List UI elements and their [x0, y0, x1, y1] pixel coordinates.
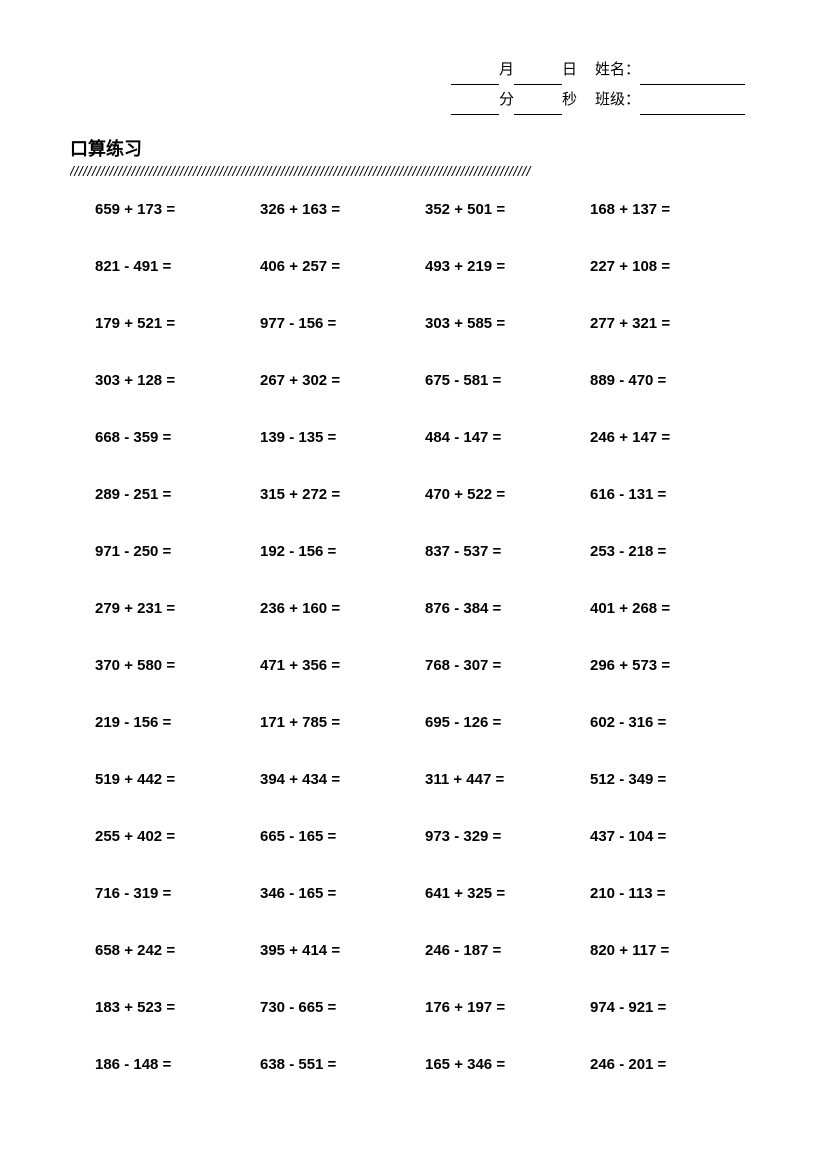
header-line-2: 分 秒 班级： — [70, 85, 745, 115]
problem-row: 186 - 148 =638 - 551 =165 + 346 =246 - 2… — [95, 1056, 755, 1073]
month-label: 月 — [499, 61, 514, 78]
problem-cell: 192 - 156 = — [260, 543, 425, 560]
problem-cell: 730 - 665 = — [260, 999, 425, 1016]
problem-cell: 210 - 113 = — [590, 885, 755, 902]
problem-cell: 641 + 325 = — [425, 885, 590, 902]
problem-row: 659 + 173 =326 + 163 =352 + 501 =168 + 1… — [95, 201, 755, 218]
problem-cell: 346 - 165 = — [260, 885, 425, 902]
problem-cell: 168 + 137 = — [590, 201, 755, 218]
problem-row: 971 - 250 =192 - 156 =837 - 537 =253 - 2… — [95, 543, 755, 560]
problem-cell: 519 + 442 = — [95, 771, 260, 788]
problem-cell: 675 - 581 = — [425, 372, 590, 389]
day-label: 日 — [562, 61, 577, 78]
problem-cell: 179 + 521 = — [95, 315, 260, 332]
problem-cell: 165 + 346 = — [425, 1056, 590, 1073]
problem-cell: 219 - 156 = — [95, 714, 260, 731]
problem-row: 219 - 156 =171 + 785 =695 - 126 =602 - 3… — [95, 714, 755, 731]
problem-cell: 296 + 573 = — [590, 657, 755, 674]
header-line-1: 月 日 姓名： — [70, 55, 745, 85]
problem-row: 183 + 523 =730 - 665 =176 + 197 =974 - 9… — [95, 999, 755, 1016]
problem-cell: 768 - 307 = — [425, 657, 590, 674]
problem-cell: 821 - 491 = — [95, 258, 260, 275]
problem-cell: 394 + 434 = — [260, 771, 425, 788]
problem-cell: 406 + 257 = — [260, 258, 425, 275]
problem-cell: 246 - 187 = — [425, 942, 590, 959]
problem-cell: 493 + 219 = — [425, 258, 590, 275]
problem-cell: 246 + 147 = — [590, 429, 755, 446]
problem-row: 668 - 359 =139 - 135 =484 - 147 =246 + 1… — [95, 429, 755, 446]
problem-cell: 171 + 785 = — [260, 714, 425, 731]
day-blank[interactable] — [514, 67, 562, 85]
problem-cell: 659 + 173 = — [95, 201, 260, 218]
name-blank[interactable] — [640, 67, 745, 85]
problem-cell: 395 + 414 = — [260, 942, 425, 959]
minute-blank[interactable] — [451, 97, 499, 115]
problem-cell: 255 + 402 = — [95, 828, 260, 845]
problem-row: 716 - 319 =346 - 165 =641 + 325 =210 - 1… — [95, 885, 755, 902]
class-blank[interactable] — [640, 97, 745, 115]
problem-cell: 512 - 349 = — [590, 771, 755, 788]
problem-cell: 484 - 147 = — [425, 429, 590, 446]
problem-cell: 889 - 470 = — [590, 372, 755, 389]
problem-cell: 973 - 329 = — [425, 828, 590, 845]
problem-row: 821 - 491 =406 + 257 =493 + 219 =227 + 1… — [95, 258, 755, 275]
problem-cell: 977 - 156 = — [260, 315, 425, 332]
problem-cell: 315 + 272 = — [260, 486, 425, 503]
problem-row: 519 + 442 =394 + 434 =311 + 447 =512 - 3… — [95, 771, 755, 788]
problem-cell: 183 + 523 = — [95, 999, 260, 1016]
problem-cell: 974 - 921 = — [590, 999, 755, 1016]
minute-label: 分 — [499, 91, 514, 108]
problem-cell: 277 + 321 = — [590, 315, 755, 332]
problem-cell: 370 + 580 = — [95, 657, 260, 674]
problem-cell: 437 - 104 = — [590, 828, 755, 845]
problem-cell: 279 + 231 = — [95, 600, 260, 617]
header-info: 月 日 姓名： 分 秒 班级： — [70, 55, 755, 115]
problem-cell: 820 + 117 = — [590, 942, 755, 959]
problem-cell: 352 + 501 = — [425, 201, 590, 218]
problem-cell: 246 - 201 = — [590, 1056, 755, 1073]
class-label: 班级： — [595, 91, 640, 108]
worksheet-title: 口算练习 — [70, 135, 755, 161]
problem-cell: 837 - 537 = — [425, 543, 590, 560]
problem-cell: 303 + 585 = — [425, 315, 590, 332]
problem-cell: 971 - 250 = — [95, 543, 260, 560]
problem-cell: 139 - 135 = — [260, 429, 425, 446]
problem-cell: 876 - 384 = — [425, 600, 590, 617]
problem-cell: 289 - 251 = — [95, 486, 260, 503]
problem-cell: 602 - 316 = — [590, 714, 755, 731]
problem-row: 179 + 521 =977 - 156 =303 + 585 =277 + 3… — [95, 315, 755, 332]
second-label: 秒 — [562, 91, 577, 108]
problem-cell: 616 - 131 = — [590, 486, 755, 503]
problem-cell: 658 + 242 = — [95, 942, 260, 959]
problem-row: 289 - 251 =315 + 272 =470 + 522 =616 - 1… — [95, 486, 755, 503]
problem-row: 279 + 231 =236 + 160 =876 - 384 =401 + 2… — [95, 600, 755, 617]
problem-cell: 665 - 165 = — [260, 828, 425, 845]
month-blank[interactable] — [451, 67, 499, 85]
problem-cell: 470 + 522 = — [425, 486, 590, 503]
problem-cell: 716 - 319 = — [95, 885, 260, 902]
problem-row: 303 + 128 =267 + 302 =675 - 581 =889 - 4… — [95, 372, 755, 389]
problem-cell: 186 - 148 = — [95, 1056, 260, 1073]
problem-cell: 401 + 268 = — [590, 600, 755, 617]
problem-row: 370 + 580 =471 + 356 =768 - 307 =296 + 5… — [95, 657, 755, 674]
problem-cell: 253 - 218 = — [590, 543, 755, 560]
second-blank[interactable] — [514, 97, 562, 115]
problem-cell: 303 + 128 = — [95, 372, 260, 389]
problem-cell: 668 - 359 = — [95, 429, 260, 446]
problem-row: 658 + 242 =395 + 414 =246 - 187 =820 + 1… — [95, 942, 755, 959]
problem-cell: 638 - 551 = — [260, 1056, 425, 1073]
problem-cell: 695 - 126 = — [425, 714, 590, 731]
problem-cell: 471 + 356 = — [260, 657, 425, 674]
name-label: 姓名： — [595, 61, 640, 78]
problem-cell: 236 + 160 = — [260, 600, 425, 617]
problem-cell: 311 + 447 = — [425, 771, 590, 788]
divider-line: ////////////////////////////////////////… — [70, 163, 755, 179]
problems-grid: 659 + 173 =326 + 163 =352 + 501 =168 + 1… — [70, 201, 755, 1073]
problem-cell: 326 + 163 = — [260, 201, 425, 218]
problem-cell: 227 + 108 = — [590, 258, 755, 275]
problem-row: 255 + 402 =665 - 165 =973 - 329 =437 - 1… — [95, 828, 755, 845]
problem-cell: 267 + 302 = — [260, 372, 425, 389]
problem-cell: 176 + 197 = — [425, 999, 590, 1016]
